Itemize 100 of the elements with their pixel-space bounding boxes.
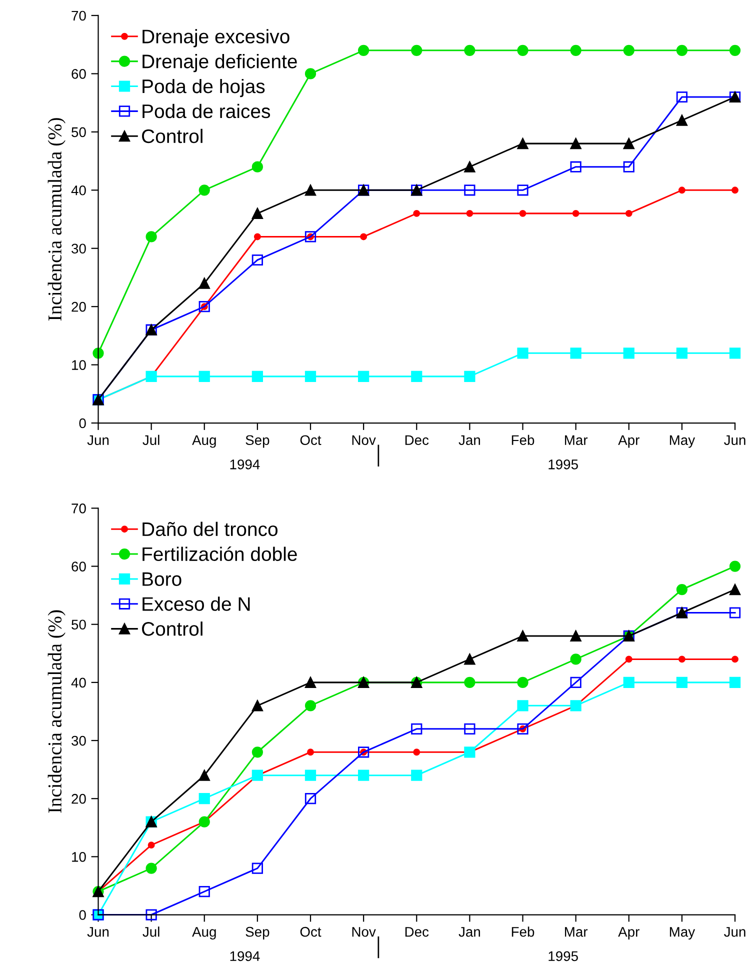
x-tick-label: Aug: [192, 927, 216, 940]
y-axis-title: Incidencia acumulada (%): [48, 118, 66, 321]
point: [625, 656, 632, 663]
x-tick-label: Nov: [352, 435, 376, 446]
legend-label: Fertilización doble: [142, 546, 297, 562]
y-tick-label: 10: [72, 360, 86, 370]
point: [678, 186, 686, 194]
legend-label: Exceso de N: [142, 596, 250, 611]
point: [360, 233, 368, 240]
point: [413, 748, 420, 756]
point: [304, 770, 316, 781]
point: [732, 656, 738, 663]
x-tick-label: Oct: [300, 435, 322, 446]
legend-label: Drenaje deficiente: [142, 54, 297, 72]
y-tick-label: 60: [72, 69, 86, 79]
point: [411, 770, 422, 781]
point: [729, 44, 741, 56]
point: [252, 208, 263, 219]
point: [517, 44, 528, 56]
y-tick-label: 30: [72, 244, 86, 254]
legend-label: Boro: [142, 572, 182, 586]
point: [572, 210, 580, 217]
x-tick-label: Apr: [618, 927, 640, 940]
y-tick-label: 70: [72, 504, 86, 514]
point: [252, 370, 263, 382]
point: [464, 370, 476, 382]
point: [676, 44, 688, 56]
point: [146, 231, 157, 242]
point: [570, 138, 582, 150]
y-tick-label: 10: [72, 852, 86, 862]
point: [517, 700, 528, 712]
x-tick-label: Mar: [564, 927, 588, 937]
point: [304, 676, 316, 688]
point: [464, 654, 476, 665]
y-tick-label: 50: [72, 620, 86, 630]
legend-label: Poda de hojas: [142, 78, 265, 98]
point: [676, 676, 688, 688]
point: [464, 676, 476, 688]
point: [198, 770, 210, 781]
point: [464, 184, 476, 196]
y-tick-label: 0: [79, 418, 86, 428]
point: [252, 254, 263, 266]
x-tick-label: Feb: [512, 926, 534, 937]
x-tick-label: Dec: [405, 435, 429, 446]
x-tick-label: Mar: [564, 435, 588, 446]
x-tick-label: Apr: [618, 435, 640, 448]
point: [676, 348, 688, 359]
point: [358, 44, 370, 56]
point: [570, 654, 582, 665]
point: [517, 138, 528, 150]
text: 1995: [548, 459, 578, 470]
point: [252, 161, 263, 172]
legend-label: Control: [142, 128, 202, 144]
point: [570, 630, 582, 642]
point: [625, 210, 632, 217]
point: [464, 44, 476, 56]
point: [517, 184, 528, 196]
y-tick-label: 20: [72, 794, 86, 804]
y-tick-label: 30: [72, 736, 86, 746]
point: [729, 676, 741, 688]
x-tick-label: Jul: [142, 926, 160, 937]
point: [411, 370, 422, 382]
point: [146, 909, 157, 920]
x-tick-label: May: [670, 927, 696, 940]
x-tick-label: Oct: [300, 926, 322, 937]
point: [729, 607, 741, 618]
y-tick-label: 40: [71, 185, 86, 196]
legend-label: Daño del tronco: [142, 522, 278, 536]
point: [304, 793, 316, 804]
x-tick-label: Jun: [724, 435, 746, 446]
point: [729, 584, 741, 596]
y-tick-label: 40: [71, 678, 86, 688]
point: [413, 210, 420, 217]
point: [676, 91, 688, 103]
point: [517, 348, 528, 359]
point: [570, 676, 582, 688]
point: [517, 630, 528, 642]
point: [198, 370, 210, 382]
y-tick-label: 50: [72, 127, 86, 138]
legend-label: Drenaje excesivo: [142, 29, 290, 48]
x-tick-label: Aug: [192, 435, 216, 448]
point: [252, 700, 263, 712]
point: [148, 842, 155, 849]
point: [570, 161, 582, 172]
point: [198, 793, 210, 804]
point: [570, 44, 582, 56]
text: 1995: [548, 951, 578, 962]
y-tick-label: 70: [72, 10, 86, 21]
x-tick-label: Nov: [352, 927, 376, 937]
x-tick-label: Dec: [405, 927, 429, 937]
legend-label: Control: [142, 622, 202, 636]
legend-label: Poda de raices: [142, 104, 270, 118]
point: [570, 348, 582, 359]
point: [466, 210, 474, 217]
point: [307, 748, 314, 756]
text: 1994: [230, 951, 260, 962]
x-tick-label: Sep: [246, 435, 270, 448]
point: [358, 770, 370, 781]
point: [464, 161, 476, 172]
x-tick-label: Jun: [87, 927, 109, 937]
